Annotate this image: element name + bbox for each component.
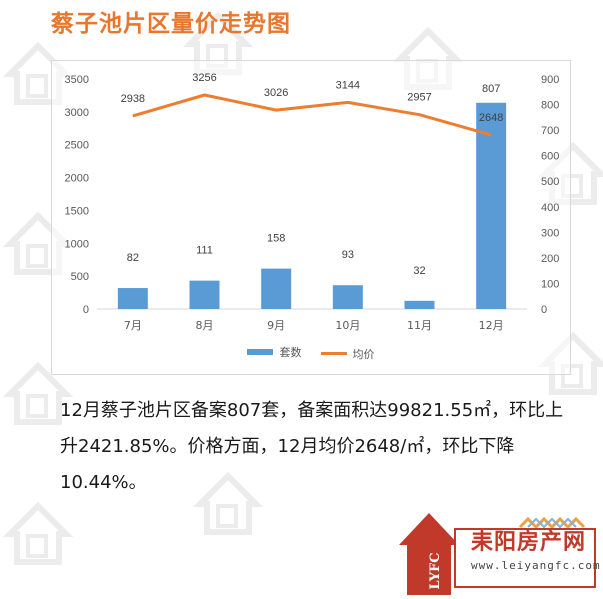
site-logo: LYFC 耒阳房产网 www.leiyangfc.com — [395, 505, 600, 595]
bar-data-label: 32 — [413, 265, 425, 277]
legend-item-bar: 套数 — [247, 344, 301, 360]
legend-label-line: 均价 — [352, 348, 375, 361]
legend-label-bar: 套数 — [279, 347, 302, 359]
left-axis-tick: 1500 — [65, 205, 89, 217]
price-line — [132, 93, 492, 137]
category-label: 7月 — [124, 319, 142, 332]
right-axis-tick: 600 — [541, 151, 559, 163]
left-axis-tick: 0 — [83, 304, 89, 316]
line-data-label: 3256 — [192, 72, 216, 84]
bar-4 — [404, 300, 435, 309]
bar-3 — [332, 285, 363, 309]
category-label: 11月 — [407, 319, 432, 332]
right-axis-tick: 700 — [541, 125, 559, 137]
right-axis-tick: 900 — [541, 74, 559, 86]
chart-panel: 0 500 1000 1500 2000 2500 3000 3500 0 100 200 300 40… — [51, 60, 571, 375]
logo-url: www.leiyangfc.com — [471, 559, 601, 572]
left-axis-tick: 3500 — [65, 74, 89, 86]
bar-data-label: 807 — [482, 83, 500, 95]
right-axis-tick: 100 — [541, 278, 559, 290]
summary-text: 12月蔡子池片区备案807套，备案面积达99821.55㎡，环比上升2421.8… — [60, 400, 564, 493]
right-axis-tick: 500 — [541, 176, 559, 188]
page-title: 蔡子池片区量价走势图 — [51, 11, 291, 37]
legend-item-line: 均价 — [320, 346, 375, 362]
bar-5 — [476, 102, 507, 309]
category-label: 9月 — [267, 319, 285, 332]
left-axis-tick: 2500 — [65, 140, 89, 152]
bar-0 — [117, 288, 148, 309]
logo-name: 耒阳房产网 — [471, 530, 587, 555]
right-axis-tick: 400 — [541, 202, 559, 214]
left-axis-tick: 2000 — [65, 173, 89, 185]
bar-data-label: 93 — [342, 249, 354, 261]
line-data-label: 3026 — [264, 87, 288, 99]
bar-1 — [189, 280, 220, 309]
left-axis-tick: 3000 — [65, 107, 89, 119]
legend-swatch-bar — [247, 349, 274, 355]
right-axis-tick: 800 — [541, 100, 559, 112]
line-data-label: 2648 — [479, 112, 503, 124]
left-axis-tick: 1000 — [65, 238, 89, 250]
bar-data-label: 158 — [267, 233, 285, 245]
logo-graphic: LYFC — [399, 513, 596, 595]
right-axis-tick: 300 — [541, 227, 559, 239]
bar-data-label: 111 — [196, 245, 213, 257]
category-label: 12月 — [479, 319, 504, 332]
line-data-label: 2957 — [407, 92, 431, 104]
category-label: 8月 — [196, 319, 214, 332]
combo-chart: 0 500 1000 1500 2000 2500 3000 3500 0 100 200 300 40… — [65, 72, 560, 332]
bar-2 — [261, 268, 292, 309]
bar-data-label: 82 — [127, 252, 139, 264]
right-axis-tick: 0 — [541, 304, 547, 316]
line-data-label: 2938 — [121, 93, 145, 105]
right-axis-tick: 200 — [541, 253, 559, 265]
left-axis-tick: 500 — [71, 271, 89, 283]
legend-swatch-line — [320, 352, 347, 355]
category-label: 10月 — [335, 319, 360, 332]
line-data-label: 3144 — [336, 79, 360, 91]
svg-text:LYFC: LYFC — [428, 552, 443, 589]
chart-legend: 套数 均价 — [52, 344, 570, 362]
